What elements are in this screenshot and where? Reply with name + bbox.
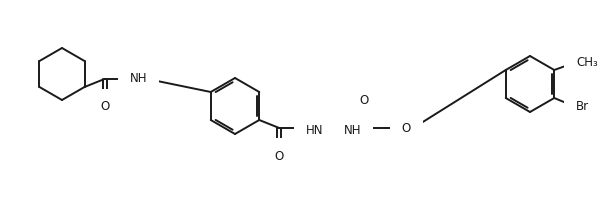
Text: NH: NH (130, 71, 147, 85)
Text: NH: NH (344, 124, 361, 137)
Text: O: O (100, 100, 109, 113)
Text: CH₃: CH₃ (576, 57, 598, 70)
Text: O: O (359, 93, 369, 106)
Text: O: O (402, 121, 411, 134)
Text: Br: Br (576, 99, 590, 113)
Text: O: O (275, 149, 284, 163)
Text: HN: HN (305, 124, 323, 137)
